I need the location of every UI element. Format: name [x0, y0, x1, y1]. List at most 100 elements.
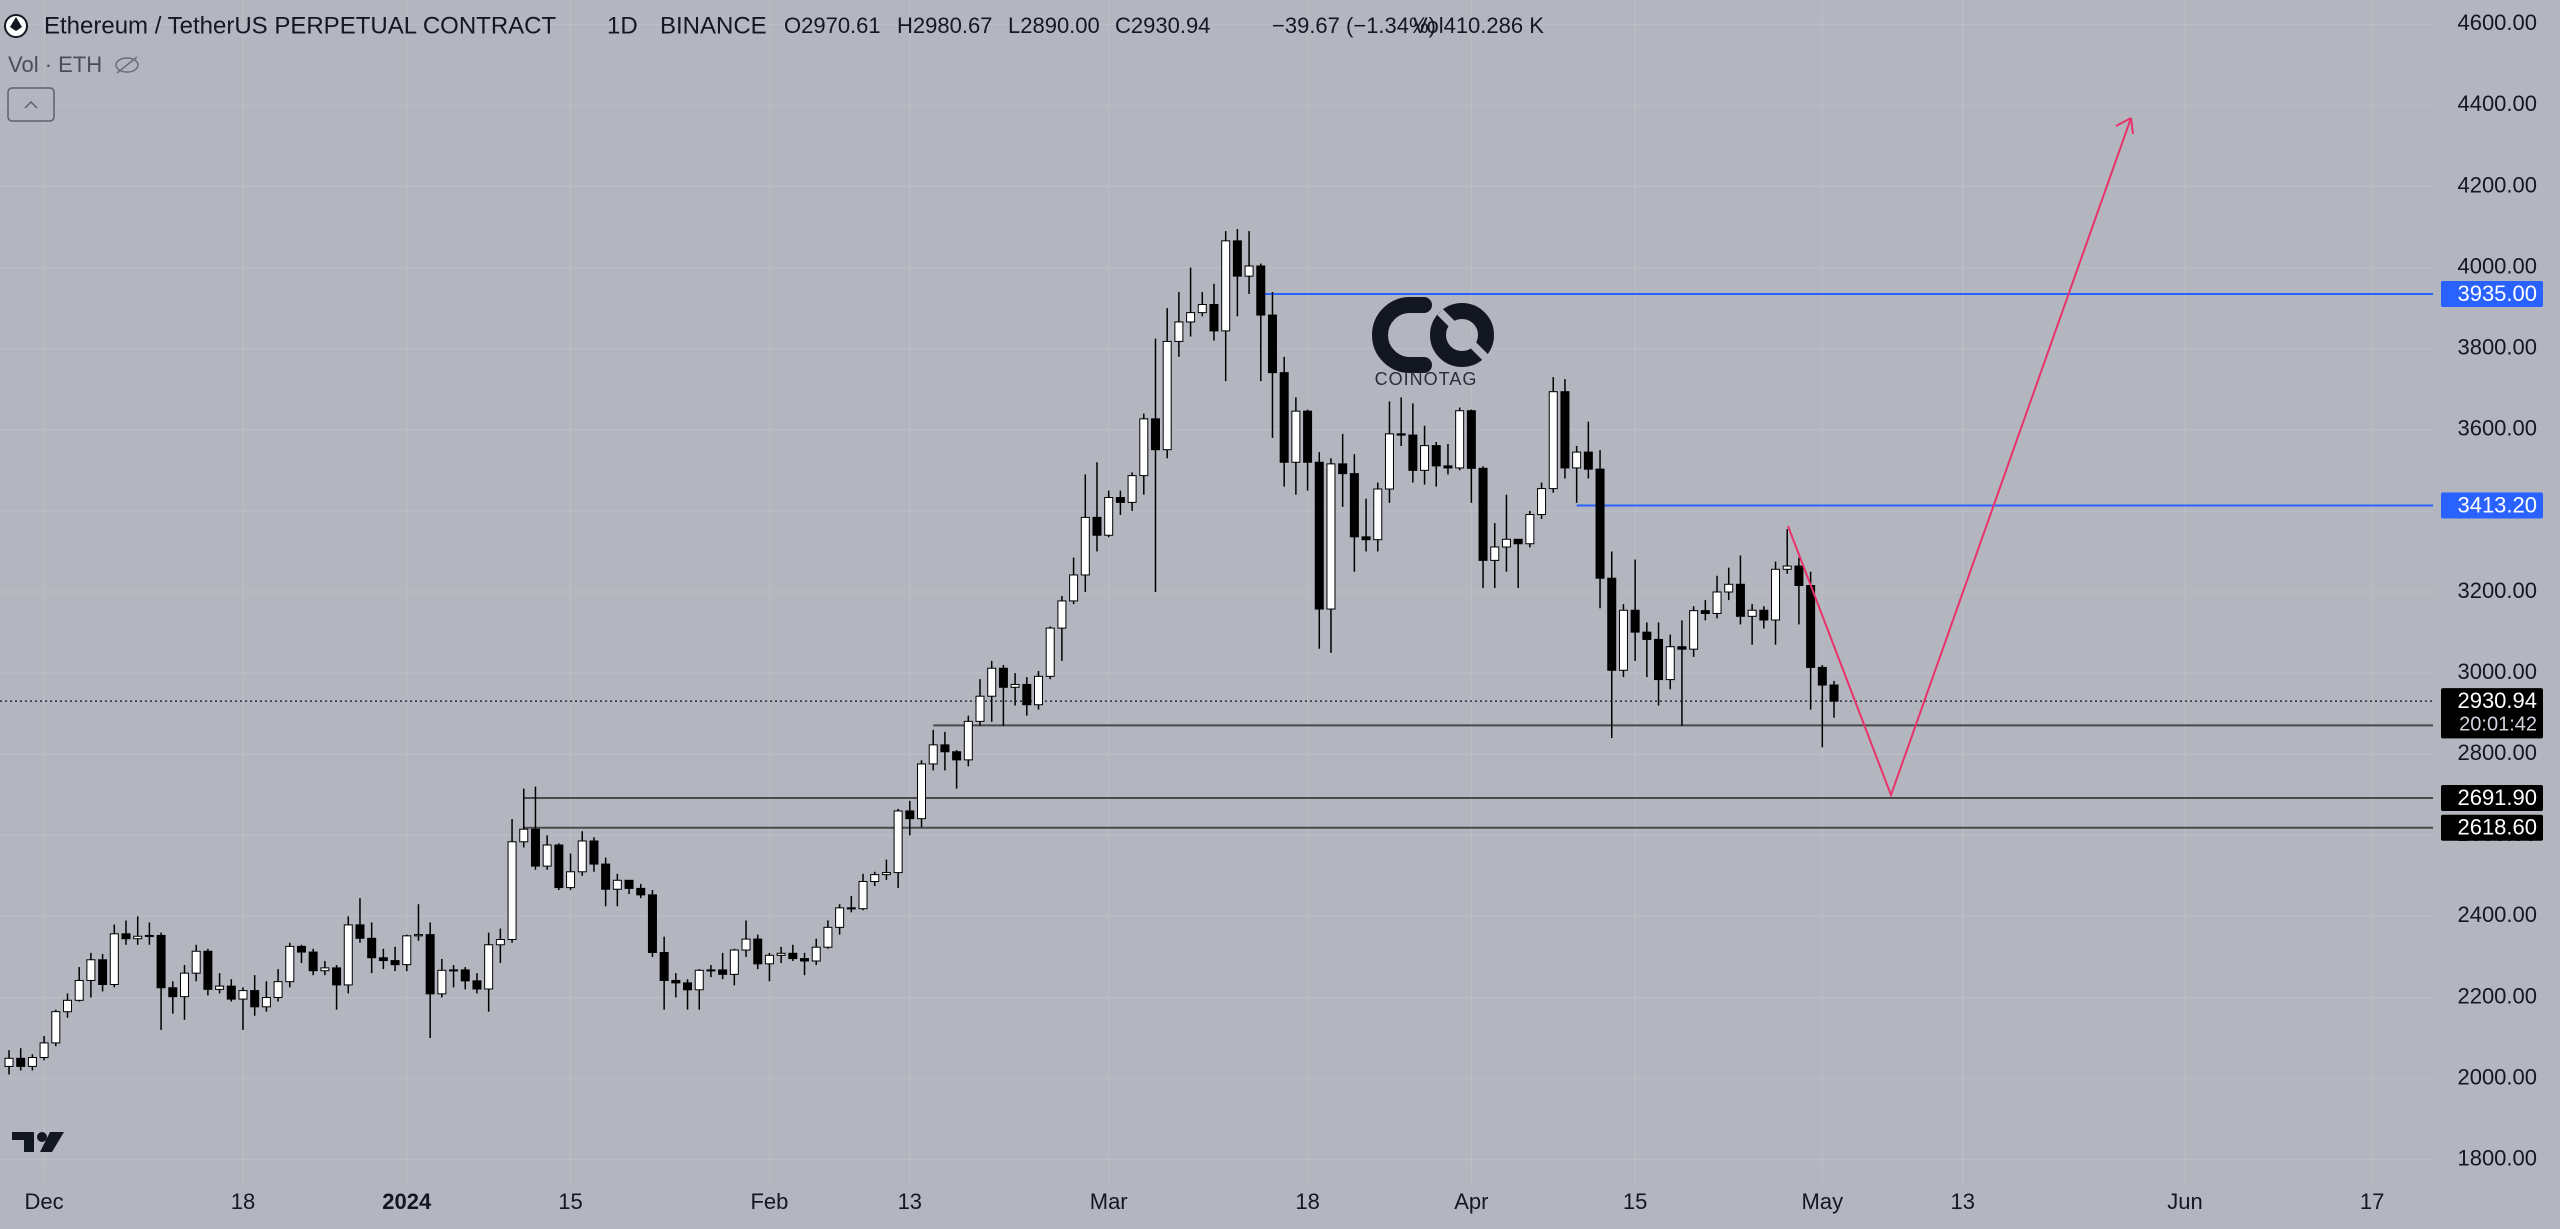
candle-body: [4, 1057, 14, 1067]
candle-body: [729, 949, 739, 975]
candle-body: [1396, 433, 1406, 436]
candle-body: [484, 944, 494, 990]
candle-body: [1630, 609, 1640, 633]
candle-body: [402, 935, 412, 966]
ohlc-change: −39.67 (−1.34%): [1272, 13, 1436, 38]
candle-body: [905, 810, 915, 820]
candle-body: [27, 1056, 37, 1067]
candle-body: [1384, 433, 1394, 490]
candle-body: [530, 828, 540, 867]
candle-body: [776, 952, 786, 956]
candle-body: [1665, 646, 1675, 681]
y-tick-label: 3200.00: [2457, 578, 2537, 603]
y-tick-label: 2400.00: [2457, 902, 2537, 927]
candle-body: [1267, 314, 1277, 374]
candle-body: [250, 990, 260, 1008]
levels: [0, 292, 2433, 829]
candle-body: [437, 969, 447, 995]
candle-body: [1712, 591, 1722, 614]
candle-body: [940, 744, 950, 753]
y-tick-label: 3800.00: [2457, 335, 2537, 360]
candle-body: [1186, 312, 1196, 323]
candle-body: [215, 985, 225, 990]
x-tick-label: May: [1802, 1189, 1844, 1214]
candle-body: [1548, 391, 1558, 490]
interval: 1D: [607, 12, 638, 39]
candle-body: [378, 957, 388, 962]
candle-body: [332, 967, 342, 986]
candle-body: [1817, 666, 1827, 686]
candle-body: [706, 969, 716, 972]
symbol-name: Ethereum / TetherUS PERPETUAL CONTRACT: [44, 12, 556, 39]
candle-body: [1314, 461, 1324, 610]
candle-body: [718, 969, 728, 975]
candle-body: [1408, 434, 1418, 471]
candle-body: [683, 982, 693, 991]
countdown-label: 20:01:42: [2459, 713, 2537, 735]
candle-body: [1232, 240, 1242, 277]
candle-body: [472, 980, 482, 990]
candle-body: [671, 979, 681, 984]
candle-body: [1291, 410, 1301, 463]
candle-body: [1373, 488, 1383, 541]
candle-body: [1724, 583, 1734, 593]
ohlc-low: L2890.00: [1008, 13, 1100, 38]
collapse-button[interactable]: [7, 87, 55, 122]
candle-body: [460, 969, 470, 982]
x-tick-label: 17: [2360, 1189, 2384, 1214]
candle-body: [881, 872, 891, 876]
candle-body: [975, 695, 985, 722]
candle-body: [1618, 609, 1628, 671]
candle-body: [367, 937, 377, 959]
candle-body: [109, 933, 119, 986]
candle-body: [1080, 516, 1090, 576]
candle-body: [952, 751, 962, 761]
candle-body: [343, 924, 353, 986]
candle-body: [566, 871, 576, 889]
level-label-box: [2441, 814, 2543, 841]
x-tick-label: 18: [231, 1189, 255, 1214]
candle-body: [741, 938, 751, 951]
x-tick-label: Dec: [25, 1189, 64, 1214]
candle-body: [1209, 304, 1219, 332]
candle-body: [156, 934, 166, 989]
candle-body: [168, 987, 178, 998]
candle-body: [823, 926, 833, 948]
y-tick-label: 2000.00: [2457, 1064, 2537, 1089]
candle-body: [1139, 418, 1149, 477]
candle-body: [1303, 410, 1313, 463]
visibility-icon[interactable]: [115, 56, 139, 74]
candle-body: [998, 667, 1008, 688]
candle-body: [1443, 465, 1453, 469]
watermark-logo: [1372, 297, 1494, 373]
level-label-box: [2441, 280, 2543, 307]
candle-body: [1057, 600, 1067, 629]
candle-body: [893, 810, 903, 874]
candle-body: [636, 887, 646, 896]
candle-body: [963, 720, 973, 761]
candle-body: [1069, 574, 1079, 602]
candle-body: [308, 951, 318, 972]
candle-body: [413, 934, 423, 937]
candle-body: [273, 981, 283, 998]
candle-body: [51, 1011, 61, 1044]
candle-body: [1689, 610, 1699, 650]
candle-body: [355, 924, 365, 939]
ohlc-high: H2980.67: [897, 13, 992, 38]
candle-body: [1244, 265, 1254, 277]
candle-body: [98, 959, 108, 986]
candle-body: [179, 972, 189, 998]
candle-body: [1092, 516, 1102, 536]
x-tick-label: 15: [558, 1189, 582, 1214]
candle-body: [320, 967, 330, 972]
candle-body: [1513, 538, 1523, 545]
candle-body: [659, 951, 669, 981]
y-tick-label: 4600.00: [2457, 10, 2537, 35]
candle-body: [1197, 304, 1207, 314]
candle-body: [1829, 684, 1839, 702]
level-label: 3413.20: [2457, 492, 2537, 517]
candle-body: [917, 763, 927, 820]
candle-body: [1326, 463, 1336, 610]
candle-body: [1221, 240, 1231, 332]
